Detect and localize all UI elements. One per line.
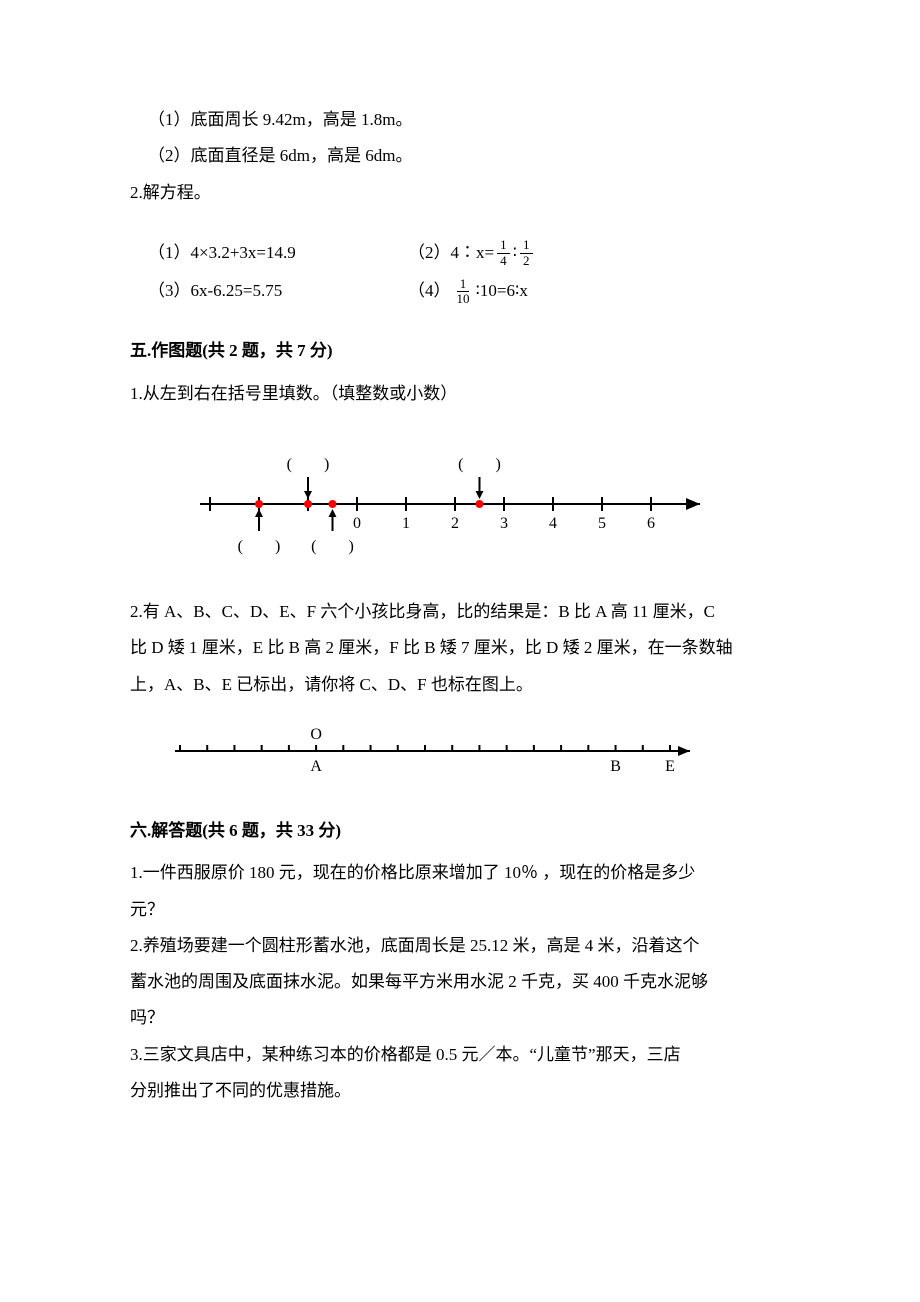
equation-row-1: （1）4×3.2+3x=14.9 （2）4∶x= 1 4 ∶ 1 2 [130, 237, 790, 269]
q2-title: 2.解方程。 [130, 177, 790, 209]
frac-1-10: 1 10 [454, 277, 473, 307]
sec6-q1-l1: 1.一件西服原价 180 元，现在的价格比原来增加了 10％ ，现在的价格是多少 [130, 857, 790, 889]
numberline-2-svg: OA B E [150, 717, 710, 787]
frac-den: 2 [520, 254, 533, 268]
sec5-q2-l1: 2.有 A、B、C、D、E、F 六个小孩比身高，比的结果是：B 比 A 高 11… [130, 596, 790, 628]
frac-1-2: 1 2 [520, 238, 533, 268]
frac-1-4: 1 4 [497, 238, 510, 268]
svg-text:0: 0 [353, 515, 361, 532]
sec6-q3-l1: 3.三家文具店中，某种练习本的价格都是 0.5 元／本。“儿童节”那天，三店 [130, 1039, 790, 1071]
frac-den: 10 [454, 292, 473, 306]
sec6-q2-l1: 2.养殖场要建一个圆柱形蓄水池，底面周长是 25.12 米，高是 4 米，沿着这… [130, 930, 790, 962]
svg-text:3: 3 [500, 515, 508, 532]
svg-text:( ): ( ) [311, 538, 354, 555]
svg-text:E: E [665, 758, 675, 775]
svg-text:A: A [310, 758, 322, 775]
eq4-mid: ∶10=6∶x [476, 275, 528, 307]
sec6-q3-l2: 分别推出了不同的优惠措施。 [130, 1075, 790, 1107]
svg-text:( ): ( ) [287, 456, 330, 473]
svg-text:B: B [610, 758, 621, 775]
svg-text:( ): ( ) [458, 456, 501, 473]
numberline-1-svg: 0 1 2 3 4 5 6 ( ) ( ) ( ) ( ) [170, 426, 730, 576]
eq4-pre: （4） [408, 275, 451, 307]
eq1-text: （1）4×3.2+3x=14.9 [148, 237, 296, 269]
svg-text:4: 4 [549, 515, 557, 532]
sec5-q2-l3: 上，A、B、E 已标出，请你将 C、D、F 也标在图上。 [130, 669, 790, 701]
page: （1）底面周长 9.42m，高是 1.8m。 （2）底面直径是 6dm，高是 6… [0, 0, 920, 1171]
eq2-mid: ∶ [513, 237, 517, 269]
frac-num: 1 [520, 238, 533, 253]
eq3-text: （3）6x-6.25=5.75 [148, 275, 282, 307]
eq1: （1）4×3.2+3x=14.9 [130, 237, 408, 269]
eq3: （3）6x-6.25=5.75 [130, 275, 408, 307]
svg-text:6: 6 [647, 515, 655, 532]
eq4: （4） 1 10 ∶10=6∶x [408, 275, 528, 307]
q1-sub1: （1）底面周长 9.42m，高是 1.8m。 [130, 104, 790, 136]
svg-text:5: 5 [598, 515, 606, 532]
eq2: （2）4∶x= 1 4 ∶ 1 2 [408, 237, 536, 269]
section-6-title: 六.解答题(共 6 题，共 33 分) [130, 815, 790, 847]
section-5-title: 五.作图题(共 2 题，共 7 分) [130, 335, 790, 367]
frac-num: 1 [457, 277, 470, 292]
eq2-text: （2）4∶x= [408, 237, 494, 269]
svg-text:1: 1 [402, 515, 410, 532]
svg-text:O: O [310, 726, 322, 743]
figure-numberline-2: OA B E [130, 717, 790, 787]
sec5-q1: 1.从左到右在括号里填数。（填整数或小数） [130, 378, 790, 410]
figure-numberline-1: 0 1 2 3 4 5 6 ( ) ( ) ( ) ( ) [130, 426, 790, 576]
svg-text:( ): ( ) [238, 538, 281, 555]
sec6-q2-l2: 蓄水池的周围及底面抹水泥。如果每平方米用水泥 2 千克，买 400 千克水泥够 [130, 966, 790, 998]
frac-den: 4 [497, 254, 510, 268]
frac-num: 1 [497, 238, 510, 253]
equation-row-2: （3）6x-6.25=5.75 （4） 1 10 ∶10=6∶x [130, 275, 790, 307]
q1-sub2: （2）底面直径是 6dm，高是 6dm。 [130, 140, 790, 172]
sec5-q2-l2: 比 D 矮 1 厘米，E 比 B 高 2 厘米，F 比 B 矮 7 厘米，比 D… [130, 632, 790, 664]
sec6-q2-l3: 吗？ [130, 1002, 790, 1034]
svg-text:2: 2 [451, 515, 459, 532]
sec6-q1-l2: 元？ [130, 894, 790, 926]
